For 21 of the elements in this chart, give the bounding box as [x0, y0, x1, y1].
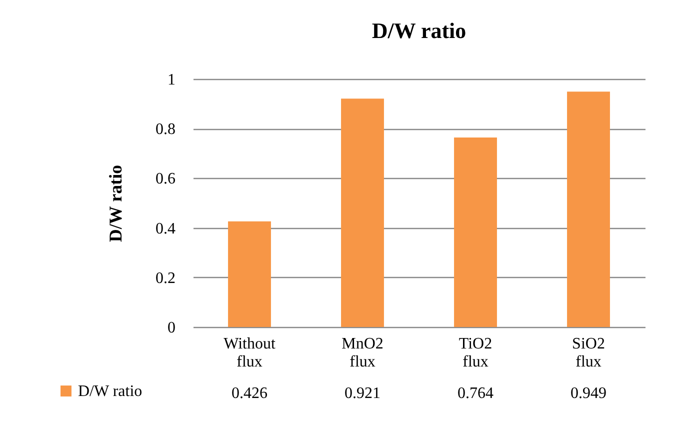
x-tick-label: Without flux [224, 336, 276, 370]
x-tick-label: MnO2 flux [342, 336, 384, 370]
bar [567, 92, 610, 327]
bar [341, 98, 384, 327]
bar [454, 138, 497, 327]
x-tick-label: SiO2 flux [572, 336, 605, 370]
data-label: 0.921 [344, 385, 380, 402]
bar [228, 221, 271, 327]
data-label: 0.426 [232, 385, 268, 402]
x-tick-label: TiO2 flux [458, 336, 492, 370]
y-tick-label: 0.6 [156, 170, 176, 188]
y-tick-label: 1 [168, 72, 176, 88]
y-tick-label: 0.2 [156, 270, 176, 287]
y-tick-label: 0.4 [156, 220, 176, 238]
y-tick-label: 0 [168, 320, 176, 336]
legend-label: D/W ratio [78, 383, 142, 400]
data-label: 0.764 [458, 385, 494, 402]
y-axis-title: D/W ratio [106, 164, 126, 242]
y-tick-label: 0.8 [156, 121, 176, 138]
chart-title: D/W ratio [372, 18, 466, 43]
data-label: 0.949 [570, 385, 606, 402]
